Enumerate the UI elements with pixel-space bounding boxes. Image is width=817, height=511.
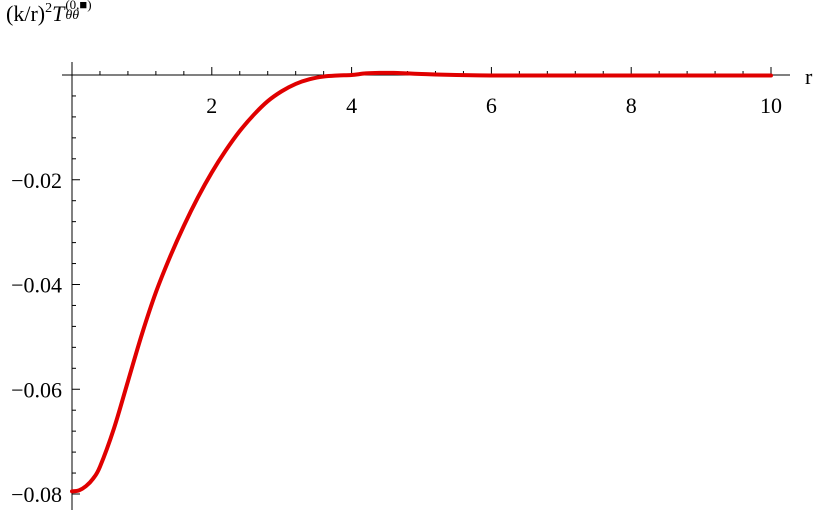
x-tick-label: 10 — [760, 93, 782, 118]
x-axis-label: r — [805, 64, 813, 89]
y-axis-label-superscript: (0,■) — [65, 0, 92, 12]
y-axis-label: (k/r)2T (0,■) θθ — [6, 0, 92, 31]
x-tick-label: 6 — [486, 93, 497, 118]
y-tick-label: −0.08 — [11, 482, 62, 507]
y-tick-label: −0.06 — [11, 377, 62, 402]
y-axis-label-symbol: T — [52, 1, 65, 26]
y-axis-label-subscript: θθ — [65, 8, 80, 23]
x-tick-label: 8 — [626, 93, 637, 118]
y-tick-label: −0.04 — [11, 273, 62, 298]
axes — [62, 62, 790, 510]
x-tick-label: 4 — [346, 93, 357, 118]
x-tick-label: 2 — [206, 93, 217, 118]
y-axis-label-prefix: (k/r) — [6, 1, 46, 26]
y-tick-label: −0.02 — [11, 168, 62, 193]
y-axis-label-power: 2 — [45, 1, 53, 16]
y-axis-label-indices: (0,■) θθ — [65, 0, 91, 31]
series-line-0 — [70, 70, 773, 494]
y-ticks: −0.02 −0.04 −0.06 −0.08 — [11, 95, 80, 507]
series-group — [70, 70, 773, 494]
